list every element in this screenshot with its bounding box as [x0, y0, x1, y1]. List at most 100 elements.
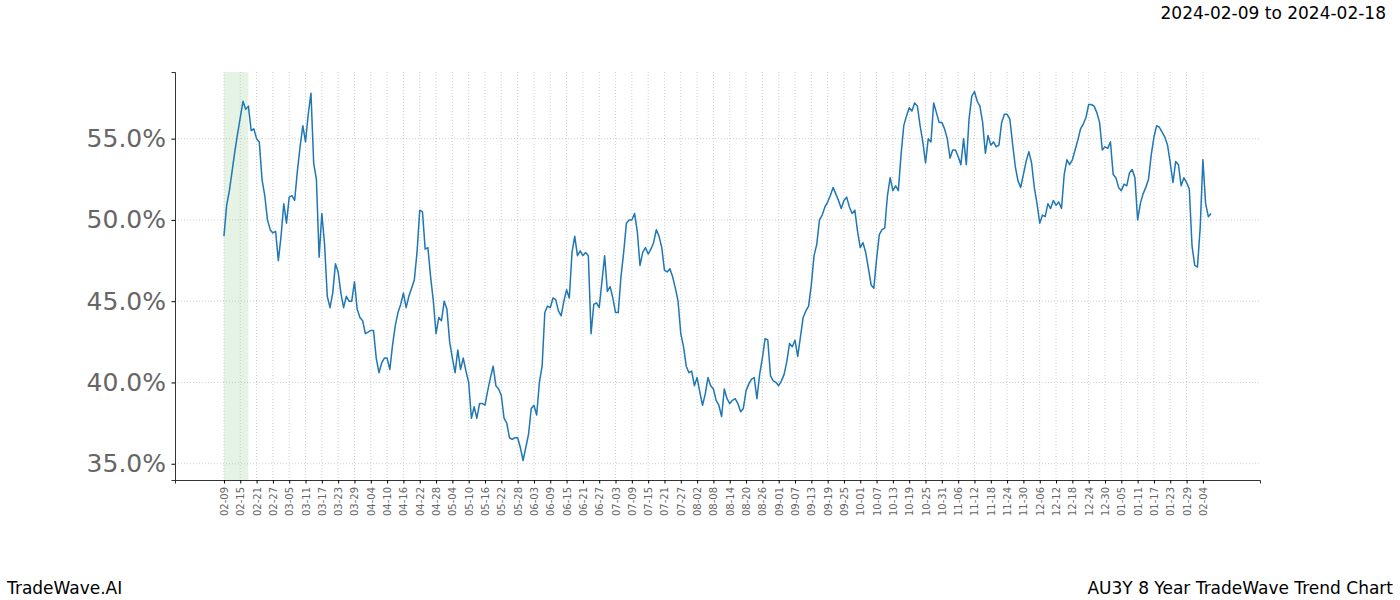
- x-grid-line: [582, 72, 583, 480]
- y-grid-line: [175, 463, 1260, 464]
- plot-area: [224, 72, 248, 480]
- y-tick: 40.0%: [87, 368, 175, 397]
- x-tick-label: 09-07: [790, 487, 801, 516]
- x-tick-mark: [1040, 480, 1041, 484]
- x-tick-mark: [469, 480, 470, 484]
- x-tick-mark: [909, 480, 910, 484]
- x-tick-label: 05-28: [513, 487, 524, 516]
- x-tick-label: 11-18: [986, 487, 997, 516]
- x-axis: 02-0902-1502-2102-2703-0503-1103-1703-23…: [176, 480, 1261, 516]
- x-tick-mark: [306, 480, 307, 484]
- x-tick-label: 11-30: [1018, 487, 1029, 516]
- x-tick: 09-13: [806, 480, 817, 516]
- x-tick: 01-05: [1116, 480, 1127, 516]
- x-tick-label: 03-29: [349, 487, 360, 516]
- x-grid-line: [795, 72, 796, 480]
- x-tick: 11-12: [969, 480, 980, 516]
- x-grid-line: [762, 72, 763, 480]
- x-tick-label: 02-09: [219, 487, 230, 516]
- x-tick: 09-19: [823, 480, 834, 516]
- x-grid-line: [1039, 72, 1040, 480]
- x-tick-mark: [844, 480, 845, 484]
- x-grid-line: [697, 72, 698, 480]
- x-tick-mark: [1203, 480, 1204, 484]
- series: [224, 92, 1211, 461]
- x-tick-mark: [1170, 480, 1171, 484]
- x-tick: 09-07: [790, 480, 801, 516]
- x-tick-label: 12-06: [1035, 487, 1046, 516]
- x-axis-line: [176, 481, 1261, 484]
- footer-right: AU3Y 8 Year TradeWave Trend Chart: [1087, 578, 1393, 598]
- x-tick-label: 08-20: [741, 487, 752, 516]
- x-tick: 12-24: [1084, 480, 1095, 516]
- x-tick-mark: [322, 480, 323, 484]
- x-grid-line: [403, 72, 404, 480]
- x-tick: 10-07: [872, 480, 883, 516]
- y-tick-mark: [172, 464, 176, 465]
- y-tick: 45.0%: [87, 287, 175, 316]
- x-grid-line: [550, 72, 551, 480]
- x-tick-label: 01-05: [1116, 487, 1127, 516]
- x-tick-mark: [991, 480, 992, 484]
- x-tick-mark: [420, 480, 421, 484]
- x-tick: 08-14: [725, 480, 736, 516]
- x-tick-label: 10-25: [921, 487, 932, 516]
- footer-left: TradeWave.AI: [6, 578, 122, 598]
- x-tick-mark: [436, 480, 437, 484]
- x-tick: 03-29: [349, 480, 360, 516]
- x-tick-label: 10-31: [937, 487, 948, 516]
- x-tick: 11-24: [1002, 480, 1013, 516]
- x-tick: 05-16: [480, 480, 491, 516]
- x-tick-label: 04-10: [382, 487, 393, 516]
- x-grid-line: [729, 72, 730, 480]
- grid: [175, 72, 1260, 480]
- x-tick-label: 05-16: [480, 487, 491, 516]
- chart: 02-0902-1502-2102-2703-0503-1103-1703-23…: [0, 0, 1400, 600]
- x-grid-line: [1072, 72, 1073, 480]
- x-tick-mark: [354, 480, 355, 484]
- x-tick-label: 03-23: [333, 487, 344, 516]
- x-grid-line: [778, 72, 779, 480]
- x-tick-mark: [273, 480, 274, 484]
- x-grid-line: [1170, 72, 1171, 480]
- x-grid-line: [517, 72, 518, 480]
- x-tick-label: 07-15: [643, 487, 654, 516]
- x-tick-mark: [877, 480, 878, 484]
- x-grid-line: [370, 72, 371, 480]
- x-tick-mark: [257, 480, 258, 484]
- x-grid-line: [501, 72, 502, 480]
- x-tick: 07-03: [611, 480, 622, 516]
- x-tick-label: 04-22: [415, 487, 426, 516]
- x-tick-mark: [713, 480, 714, 484]
- x-tick-mark: [518, 480, 519, 484]
- x-tick-mark: [762, 480, 763, 484]
- x-tick: 02-09: [219, 480, 230, 516]
- x-tick: 06-09: [545, 480, 556, 516]
- x-tick: 07-27: [676, 480, 687, 516]
- x-tick-mark: [779, 480, 780, 484]
- y-tick-label: 40.0%: [87, 368, 166, 397]
- x-tick: 12-30: [1100, 480, 1111, 516]
- x-tick: 12-18: [1067, 480, 1078, 516]
- x-tick: 12-06: [1035, 480, 1046, 516]
- x-tick: 04-28: [431, 480, 442, 516]
- x-tick: 09-25: [839, 480, 850, 516]
- x-tick: 05-22: [496, 480, 507, 516]
- x-grid-line: [387, 72, 388, 480]
- x-tick: 01-11: [1133, 480, 1144, 516]
- x-tick: 04-10: [382, 480, 393, 516]
- x-tick-label: 03-11: [301, 487, 312, 516]
- y-axis: 35.0%40.0%45.0%50.0%55.0%: [87, 73, 176, 481]
- x-tick-mark: [958, 480, 959, 484]
- x-grid-line: [599, 72, 600, 480]
- x-tick-label: 11-12: [969, 487, 980, 516]
- x-tick-mark: [795, 480, 796, 484]
- x-tick-mark: [599, 480, 600, 484]
- x-tick: 03-23: [333, 480, 344, 516]
- x-tick-label: 04-04: [366, 487, 377, 516]
- x-tick-mark: [1138, 480, 1139, 484]
- y-tick-mark: [172, 220, 176, 221]
- x-tick: 10-19: [904, 480, 915, 516]
- x-tick-mark: [632, 480, 633, 484]
- x-tick-label: 10-19: [904, 487, 915, 516]
